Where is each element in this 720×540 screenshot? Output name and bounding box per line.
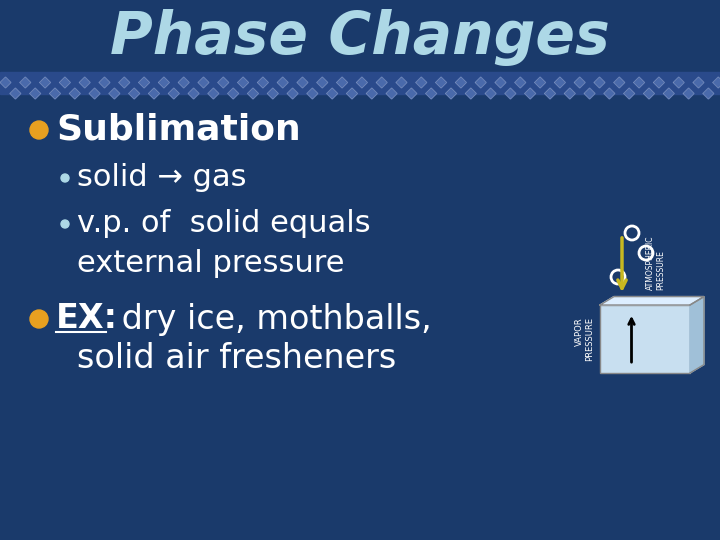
Polygon shape [99, 77, 110, 88]
Polygon shape [376, 77, 387, 88]
Polygon shape [683, 88, 694, 99]
Polygon shape [356, 77, 367, 88]
Polygon shape [69, 88, 81, 99]
Polygon shape [456, 77, 467, 88]
Text: solid air fresheners: solid air fresheners [77, 342, 396, 375]
Polygon shape [228, 88, 239, 99]
Polygon shape [148, 88, 160, 99]
Polygon shape [436, 77, 446, 88]
Polygon shape [604, 88, 615, 99]
Polygon shape [495, 77, 506, 88]
Polygon shape [475, 77, 486, 88]
Polygon shape [624, 88, 635, 99]
Polygon shape [50, 88, 60, 99]
Polygon shape [713, 77, 720, 88]
Text: solid → gas: solid → gas [77, 164, 246, 192]
Polygon shape [693, 77, 704, 88]
Polygon shape [327, 88, 338, 99]
Text: ATMOSPHERIC
PRESSURE: ATMOSPHERIC PRESSURE [646, 236, 665, 291]
Polygon shape [525, 88, 536, 99]
Polygon shape [600, 296, 704, 305]
Bar [600, 305, 690, 373]
Polygon shape [109, 88, 120, 99]
Text: Phase Changes: Phase Changes [110, 10, 610, 66]
Polygon shape [218, 77, 229, 88]
Polygon shape [119, 77, 130, 88]
Polygon shape [634, 77, 644, 88]
Polygon shape [287, 88, 298, 99]
Text: VAPOR
PRESSURE: VAPOR PRESSURE [575, 317, 594, 361]
Polygon shape [238, 77, 248, 88]
Polygon shape [396, 77, 407, 88]
Bar [0, 94, 720, 540]
Circle shape [30, 310, 48, 328]
Polygon shape [584, 88, 595, 99]
Polygon shape [158, 77, 169, 88]
Polygon shape [79, 77, 90, 88]
Polygon shape [89, 88, 100, 99]
Polygon shape [690, 296, 704, 373]
Polygon shape [673, 77, 684, 88]
Circle shape [61, 174, 69, 182]
Polygon shape [544, 88, 556, 99]
Circle shape [30, 121, 48, 139]
Polygon shape [446, 88, 456, 99]
Polygon shape [564, 88, 575, 99]
Polygon shape [307, 88, 318, 99]
Text: external pressure: external pressure [77, 249, 344, 279]
Polygon shape [20, 77, 31, 88]
Text: dry ice, mothballs,: dry ice, mothballs, [111, 302, 432, 335]
Polygon shape [188, 88, 199, 99]
Polygon shape [129, 88, 140, 99]
Polygon shape [515, 77, 526, 88]
Polygon shape [208, 88, 219, 99]
Polygon shape [386, 88, 397, 99]
Polygon shape [703, 88, 714, 99]
Polygon shape [644, 88, 654, 99]
Polygon shape [337, 77, 348, 88]
Polygon shape [614, 77, 625, 88]
Polygon shape [416, 77, 427, 88]
Text: Sublimation: Sublimation [56, 113, 301, 147]
Polygon shape [534, 77, 546, 88]
Polygon shape [277, 77, 288, 88]
Polygon shape [168, 88, 179, 99]
Polygon shape [485, 88, 496, 99]
Polygon shape [40, 77, 50, 88]
Polygon shape [346, 88, 358, 99]
Polygon shape [10, 88, 21, 99]
Polygon shape [0, 77, 11, 88]
Polygon shape [60, 77, 71, 88]
Polygon shape [198, 77, 209, 88]
Polygon shape [30, 88, 41, 99]
Polygon shape [505, 88, 516, 99]
Polygon shape [426, 88, 437, 99]
Polygon shape [465, 88, 477, 99]
Polygon shape [594, 77, 605, 88]
Polygon shape [138, 77, 150, 88]
Polygon shape [575, 77, 585, 88]
Polygon shape [179, 77, 189, 88]
Polygon shape [248, 88, 258, 99]
Polygon shape [317, 77, 328, 88]
Polygon shape [366, 88, 377, 99]
Polygon shape [297, 77, 308, 88]
Polygon shape [654, 77, 665, 88]
Bar [0, 0, 720, 72]
Polygon shape [554, 77, 565, 88]
Text: EX:: EX: [56, 302, 118, 335]
Circle shape [61, 220, 69, 228]
Polygon shape [258, 77, 269, 88]
Polygon shape [267, 88, 279, 99]
Bar [0, 72, 720, 94]
Polygon shape [663, 88, 675, 99]
Polygon shape [406, 88, 417, 99]
Text: v.p. of  solid equals: v.p. of solid equals [77, 210, 371, 239]
